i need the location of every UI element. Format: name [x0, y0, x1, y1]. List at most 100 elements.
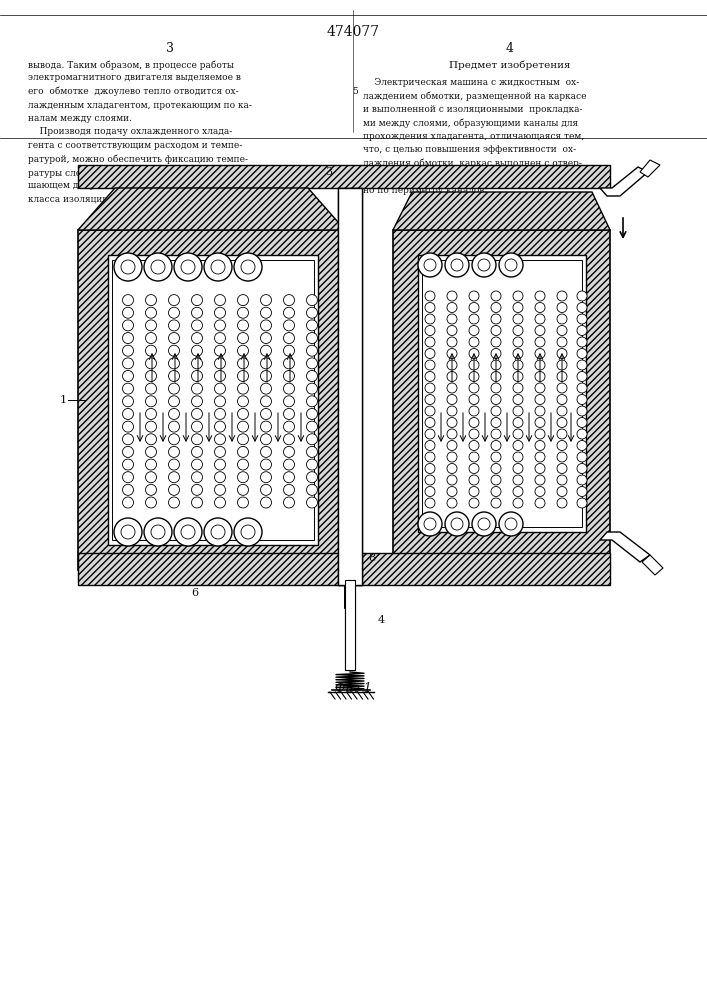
- Circle shape: [425, 418, 435, 428]
- Circle shape: [505, 259, 517, 271]
- Circle shape: [577, 337, 587, 347]
- Circle shape: [425, 383, 435, 393]
- Circle shape: [557, 440, 567, 450]
- Circle shape: [491, 394, 501, 404]
- Circle shape: [307, 484, 317, 495]
- Circle shape: [445, 512, 469, 536]
- Circle shape: [557, 452, 567, 462]
- Circle shape: [121, 260, 135, 274]
- Circle shape: [204, 253, 232, 281]
- Text: 6: 6: [192, 588, 199, 598]
- Bar: [338, 188, 362, 585]
- Circle shape: [122, 307, 134, 318]
- Circle shape: [214, 370, 226, 381]
- Circle shape: [513, 487, 523, 496]
- Circle shape: [168, 307, 180, 318]
- Circle shape: [284, 408, 295, 419]
- Circle shape: [535, 383, 545, 393]
- Text: 4: 4: [378, 615, 385, 625]
- Circle shape: [122, 459, 134, 470]
- Text: лаждения обмотки, каркас выполнен с отвер-: лаждения обмотки, каркас выполнен с отве…: [363, 159, 582, 168]
- Circle shape: [469, 429, 479, 439]
- Bar: [112, 260, 314, 540]
- Circle shape: [146, 307, 156, 318]
- Text: ратурой, можно обеспечить фиксацию темпе-: ратурой, можно обеспечить фиксацию темпе…: [28, 154, 248, 164]
- Circle shape: [168, 434, 180, 445]
- Circle shape: [469, 452, 479, 462]
- Circle shape: [211, 260, 225, 274]
- Circle shape: [260, 434, 271, 445]
- Text: шающем допустимый для соответствующего: шающем допустимый для соответствующего: [28, 182, 243, 190]
- Circle shape: [151, 260, 165, 274]
- Circle shape: [425, 302, 435, 312]
- Circle shape: [557, 464, 567, 474]
- Text: 5: 5: [124, 197, 131, 207]
- Circle shape: [447, 406, 457, 416]
- Circle shape: [447, 291, 457, 301]
- Circle shape: [307, 358, 317, 369]
- Circle shape: [535, 360, 545, 370]
- Circle shape: [513, 337, 523, 347]
- Circle shape: [214, 345, 226, 356]
- Circle shape: [146, 408, 156, 419]
- Circle shape: [557, 475, 567, 485]
- Bar: [344, 558, 354, 608]
- Circle shape: [447, 383, 457, 393]
- Circle shape: [238, 497, 248, 508]
- Text: 7: 7: [612, 185, 619, 195]
- Circle shape: [284, 383, 295, 394]
- Circle shape: [122, 295, 134, 306]
- Circle shape: [238, 472, 248, 483]
- Circle shape: [535, 452, 545, 462]
- Circle shape: [168, 333, 180, 344]
- Circle shape: [192, 434, 202, 445]
- Bar: [422, 260, 582, 527]
- Circle shape: [469, 475, 479, 485]
- Circle shape: [146, 345, 156, 356]
- Circle shape: [146, 459, 156, 470]
- Circle shape: [557, 394, 567, 404]
- Circle shape: [168, 484, 180, 495]
- Circle shape: [491, 498, 501, 508]
- Circle shape: [535, 326, 545, 336]
- Text: что, с целью повышения эффективности  ох-: что, с целью повышения эффективности ох-: [363, 145, 576, 154]
- Circle shape: [451, 518, 463, 530]
- Circle shape: [447, 429, 457, 439]
- Circle shape: [260, 497, 271, 508]
- Bar: [78, 165, 610, 188]
- Circle shape: [214, 333, 226, 344]
- Circle shape: [577, 429, 587, 439]
- Bar: [345, 580, 355, 670]
- Circle shape: [307, 497, 317, 508]
- Circle shape: [535, 314, 545, 324]
- Circle shape: [122, 370, 134, 381]
- Circle shape: [238, 345, 248, 356]
- Circle shape: [491, 302, 501, 312]
- Circle shape: [425, 360, 435, 370]
- Circle shape: [146, 383, 156, 394]
- Circle shape: [122, 484, 134, 495]
- Text: Электрическая машина с жидкостным  ох-: Электрическая машина с жидкостным ох-: [363, 78, 579, 87]
- Circle shape: [425, 475, 435, 485]
- Circle shape: [469, 326, 479, 336]
- Circle shape: [557, 337, 567, 347]
- Circle shape: [211, 525, 225, 539]
- Circle shape: [284, 446, 295, 457]
- Text: 474077: 474077: [327, 25, 380, 39]
- Circle shape: [307, 345, 317, 356]
- Circle shape: [447, 475, 457, 485]
- Circle shape: [425, 498, 435, 508]
- Circle shape: [577, 418, 587, 428]
- Circle shape: [174, 253, 202, 281]
- Circle shape: [122, 320, 134, 331]
- Circle shape: [513, 371, 523, 381]
- Circle shape: [168, 383, 180, 394]
- Circle shape: [469, 349, 479, 359]
- Circle shape: [307, 459, 317, 470]
- Circle shape: [192, 421, 202, 432]
- Circle shape: [260, 320, 271, 331]
- Circle shape: [577, 383, 587, 393]
- Circle shape: [238, 383, 248, 394]
- Circle shape: [469, 487, 479, 496]
- Circle shape: [469, 406, 479, 416]
